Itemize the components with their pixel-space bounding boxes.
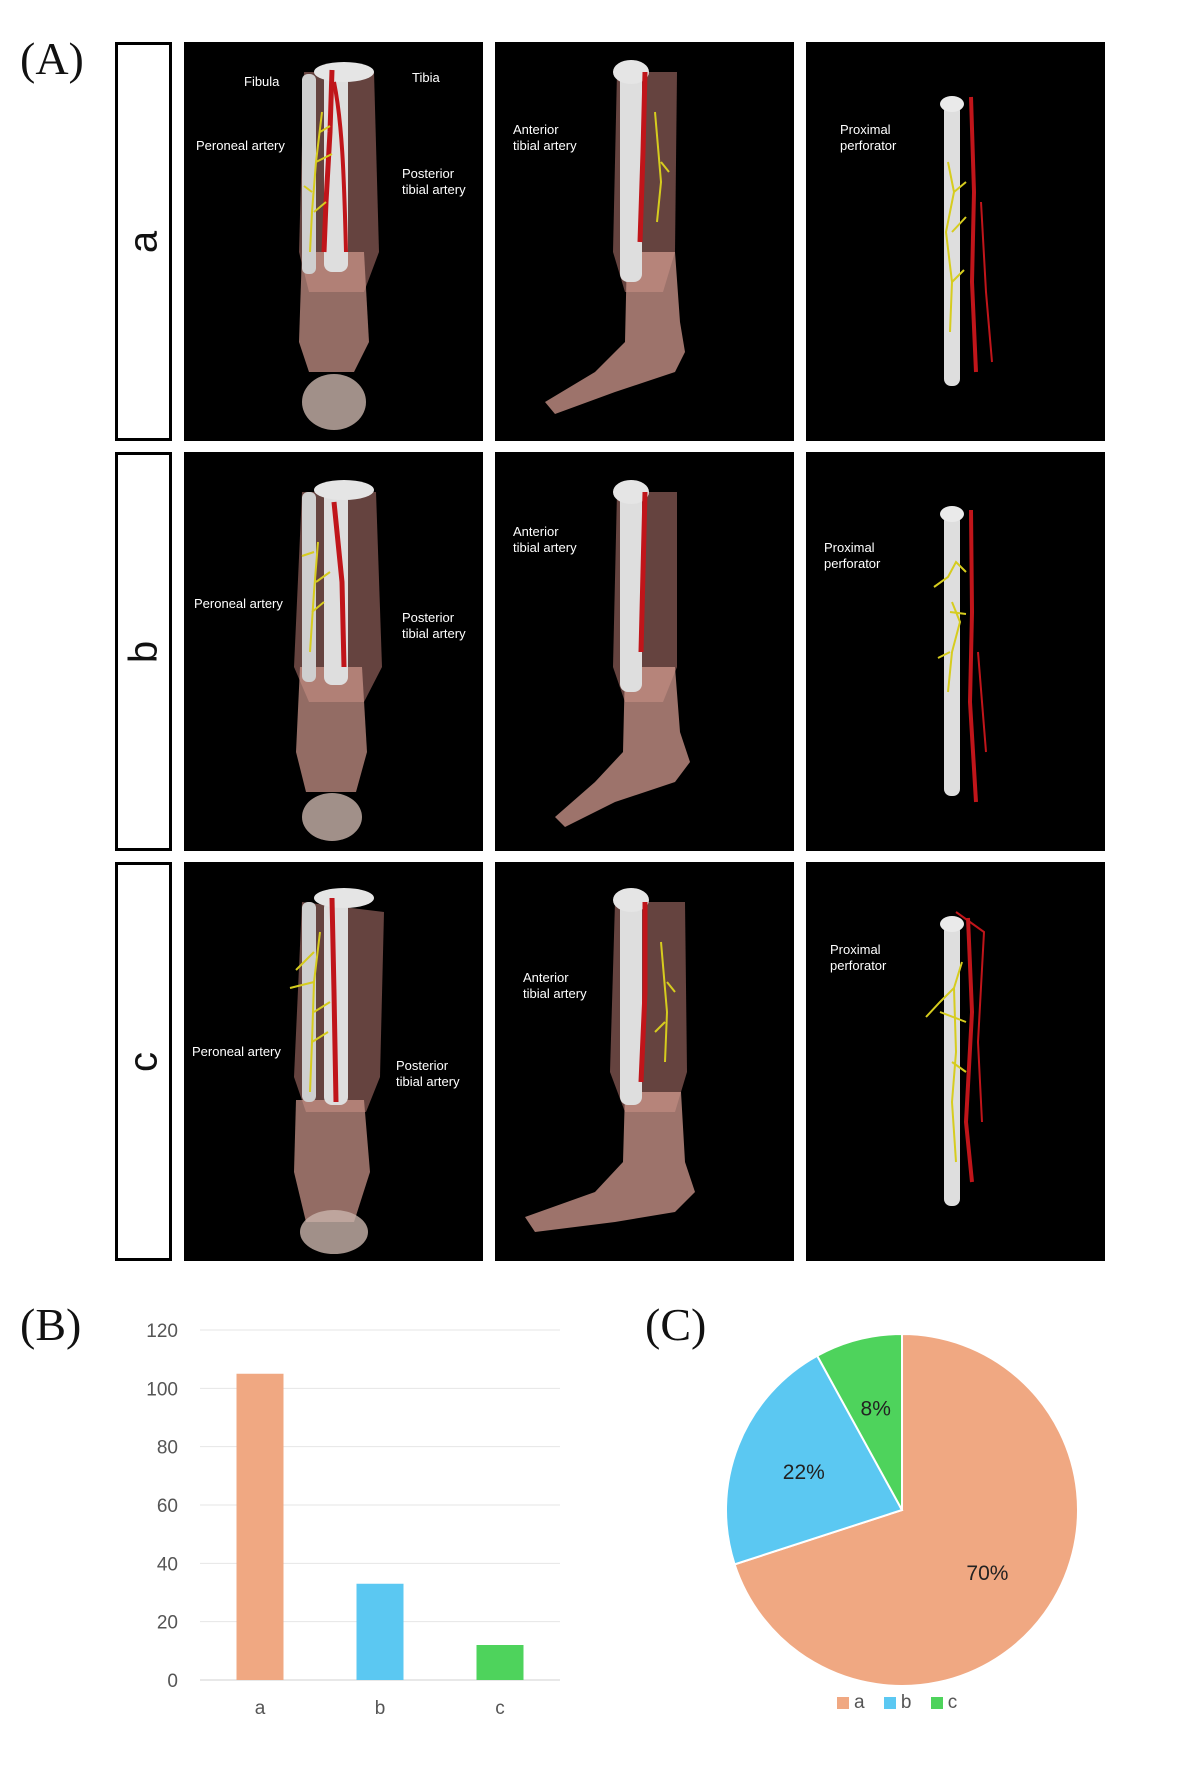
- y-tick-label: 60: [157, 1496, 178, 1517]
- legend-swatch-b: [883, 1696, 896, 1709]
- row-label-c: c: [115, 862, 172, 1261]
- pie-chart: 70% 22% 8%: [725, 1332, 1079, 1687]
- label-peroneal-artery: Peroneal artery: [196, 138, 285, 153]
- legend-label-c: c: [947, 1692, 958, 1713]
- posterior-view-image-b: Peroneal artery Posterior tibial artery: [184, 452, 483, 851]
- slice-b: [725, 1354, 904, 1566]
- legend-swatch-c: [930, 1696, 943, 1709]
- label-tibia: Tibia: [412, 70, 440, 85]
- slice-c: [815, 1332, 903, 1511]
- vessel-view-image-c: Proximal perforator: [806, 862, 1105, 1261]
- label-anterior-tibial-artery: Anterior tibial artery: [513, 524, 577, 555]
- legend-label-a: a: [854, 1692, 865, 1713]
- panel-letter-b: (B): [20, 1299, 82, 1350]
- label-proximal-perforator: Proximal perforator: [824, 540, 881, 571]
- label-posterior-tibial-artery: Posterior tibial artery: [402, 166, 466, 197]
- row-label-text: b: [121, 640, 165, 663]
- bar-a: [236, 1373, 284, 1680]
- y-tick-label: 20: [157, 1613, 178, 1634]
- row-label-text: a: [121, 230, 165, 253]
- label-anterior-tibial-artery: Anterior tibial artery: [513, 122, 577, 153]
- bar-chart: 0 20 40 60 80 100 120 a b c: [146, 1321, 560, 1719]
- legend-label-b: b: [900, 1692, 912, 1713]
- lateral-view-image-b: Anterior tibial artery: [495, 452, 794, 851]
- y-tick-label: 80: [157, 1438, 178, 1459]
- bar-c: [476, 1645, 524, 1680]
- legend-swatch-a: [837, 1696, 849, 1709]
- panel-letter-a: (A): [20, 33, 84, 84]
- posterior-view-image-c: Peroneal artery Posterior tibial artery: [184, 862, 483, 1261]
- x-tick-label: b: [375, 1698, 386, 1719]
- y-tick-label: 40: [157, 1554, 178, 1575]
- slice-label-c: 8%: [861, 1398, 891, 1421]
- label-proximal-perforator: Proximal perforator: [830, 942, 887, 973]
- y-tick-label: 100: [146, 1379, 178, 1400]
- label-proximal-perforator: Proximal perforator: [840, 122, 897, 153]
- posterior-view-image-a: Fibula Tibia Peroneal artery Posterior t…: [184, 42, 483, 441]
- label-peroneal-artery: Peroneal artery: [192, 1044, 281, 1059]
- label-posterior-tibial-artery: Posterior tibial artery: [396, 1058, 460, 1089]
- x-tick-label: c: [495, 1698, 505, 1719]
- panel-letter-c: (C): [645, 1299, 707, 1350]
- row-label-text: c: [121, 1051, 165, 1072]
- y-tick-label: 0: [167, 1671, 178, 1692]
- x-tick-label: a: [255, 1698, 266, 1719]
- label-peroneal-artery: Peroneal artery: [194, 596, 283, 611]
- label-fibula: Fibula: [244, 74, 280, 89]
- row-label-b: b: [115, 452, 172, 851]
- vessel-view-image-a: Proximal perforator: [806, 42, 1105, 441]
- slice-label-a: 70%: [966, 1562, 1008, 1585]
- row-label-a: a: [115, 42, 172, 441]
- lateral-view-image-a: Anterior tibial artery: [495, 42, 794, 441]
- label-posterior-tibial-artery: Posterior tibial artery: [402, 610, 466, 641]
- lateral-view-image-c: Anterior tibial artery: [495, 862, 794, 1261]
- slice-label-b: 22%: [783, 1461, 825, 1484]
- bar-b: [356, 1583, 404, 1680]
- pie-legend: a b c: [823, 1692, 957, 1714]
- label-anterior-tibial-artery: Anterior tibial artery: [523, 970, 587, 1001]
- y-tick-label: 120: [146, 1321, 178, 1342]
- slice-a: [733, 1332, 1079, 1687]
- vessel-view-image-b: Proximal perforator: [806, 452, 1105, 851]
